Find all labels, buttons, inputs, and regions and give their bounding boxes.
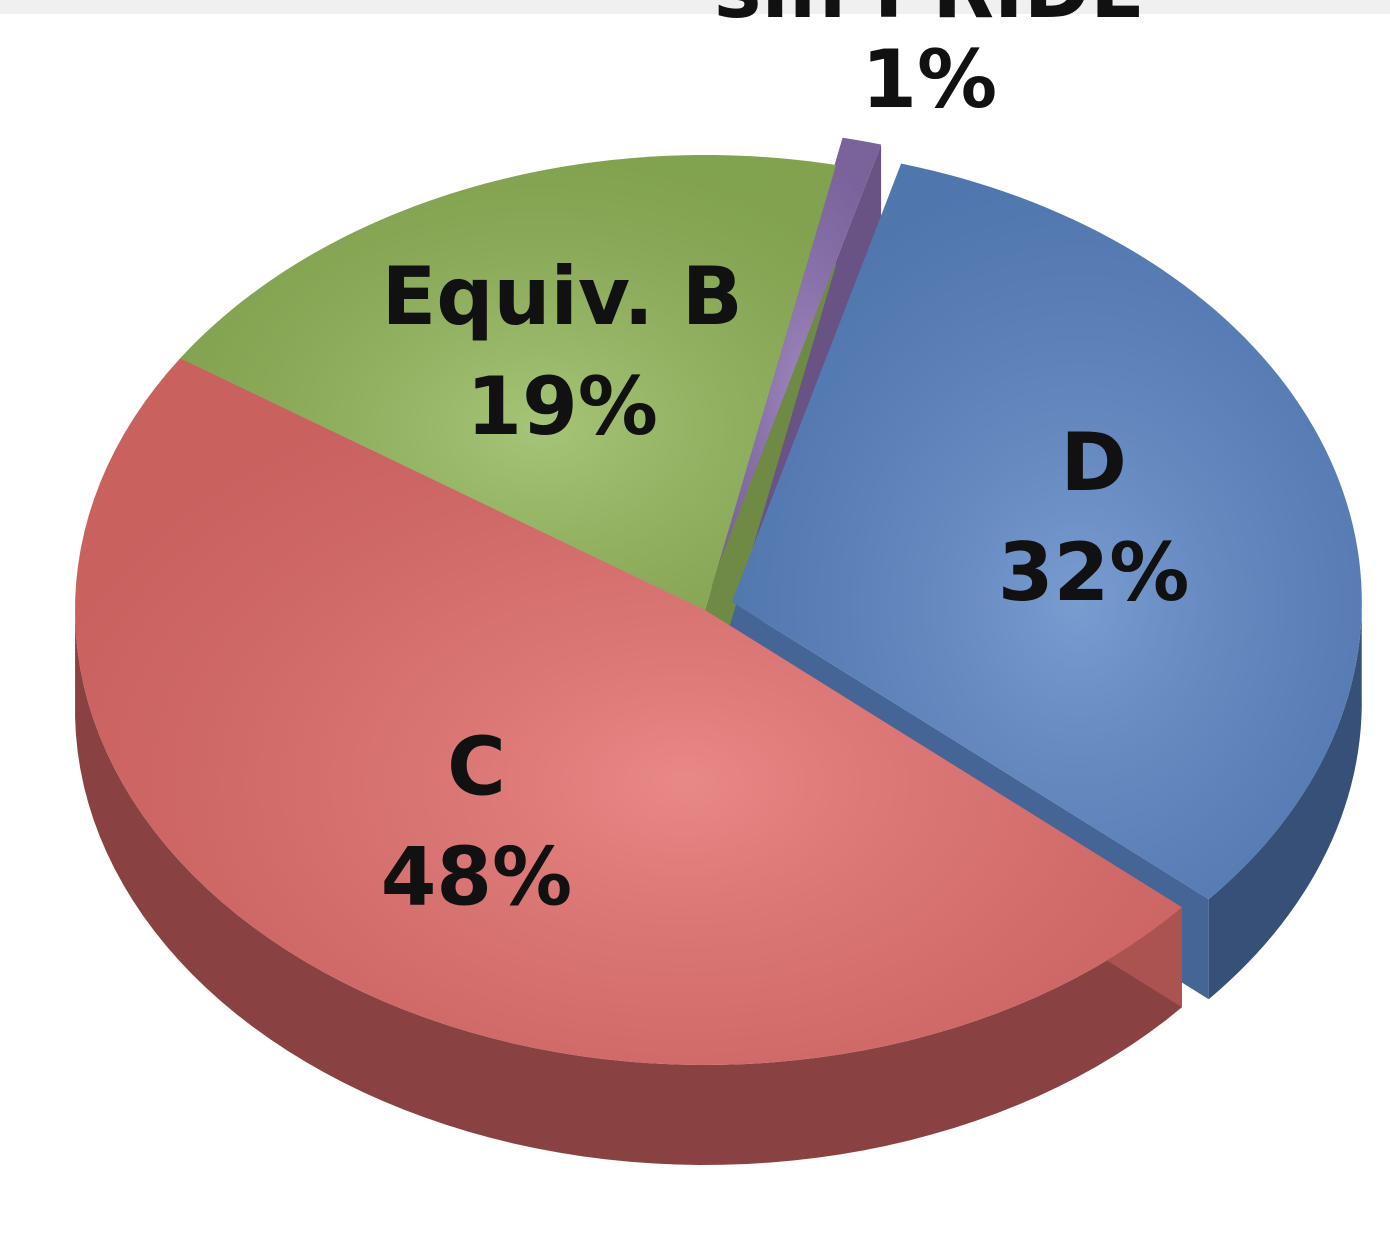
slice-value-label: 32% <box>998 526 1189 619</box>
slice-value-label: 48% <box>381 830 572 923</box>
slice-side <box>75 617 1182 1165</box>
slice-shine <box>75 358 1182 1065</box>
slice-label: C <box>447 720 506 813</box>
slice-label: sin PRIDE <box>714 0 1145 36</box>
top-bar <box>0 0 1390 14</box>
slice-label: Equiv. B <box>382 250 743 343</box>
slice-shine <box>711 137 882 583</box>
slice-value-label: 19% <box>466 360 657 453</box>
slice-shine <box>180 155 836 610</box>
slice-value-label: 1% <box>861 33 997 126</box>
slice-side <box>1208 594 1362 1000</box>
slice-label: D <box>1060 416 1126 509</box>
slice-shine <box>731 163 1362 900</box>
labels: sin PRIDE1% D 32% C 48% Equiv. B 19% <box>381 0 1190 923</box>
slice-tops <box>75 137 1362 1065</box>
